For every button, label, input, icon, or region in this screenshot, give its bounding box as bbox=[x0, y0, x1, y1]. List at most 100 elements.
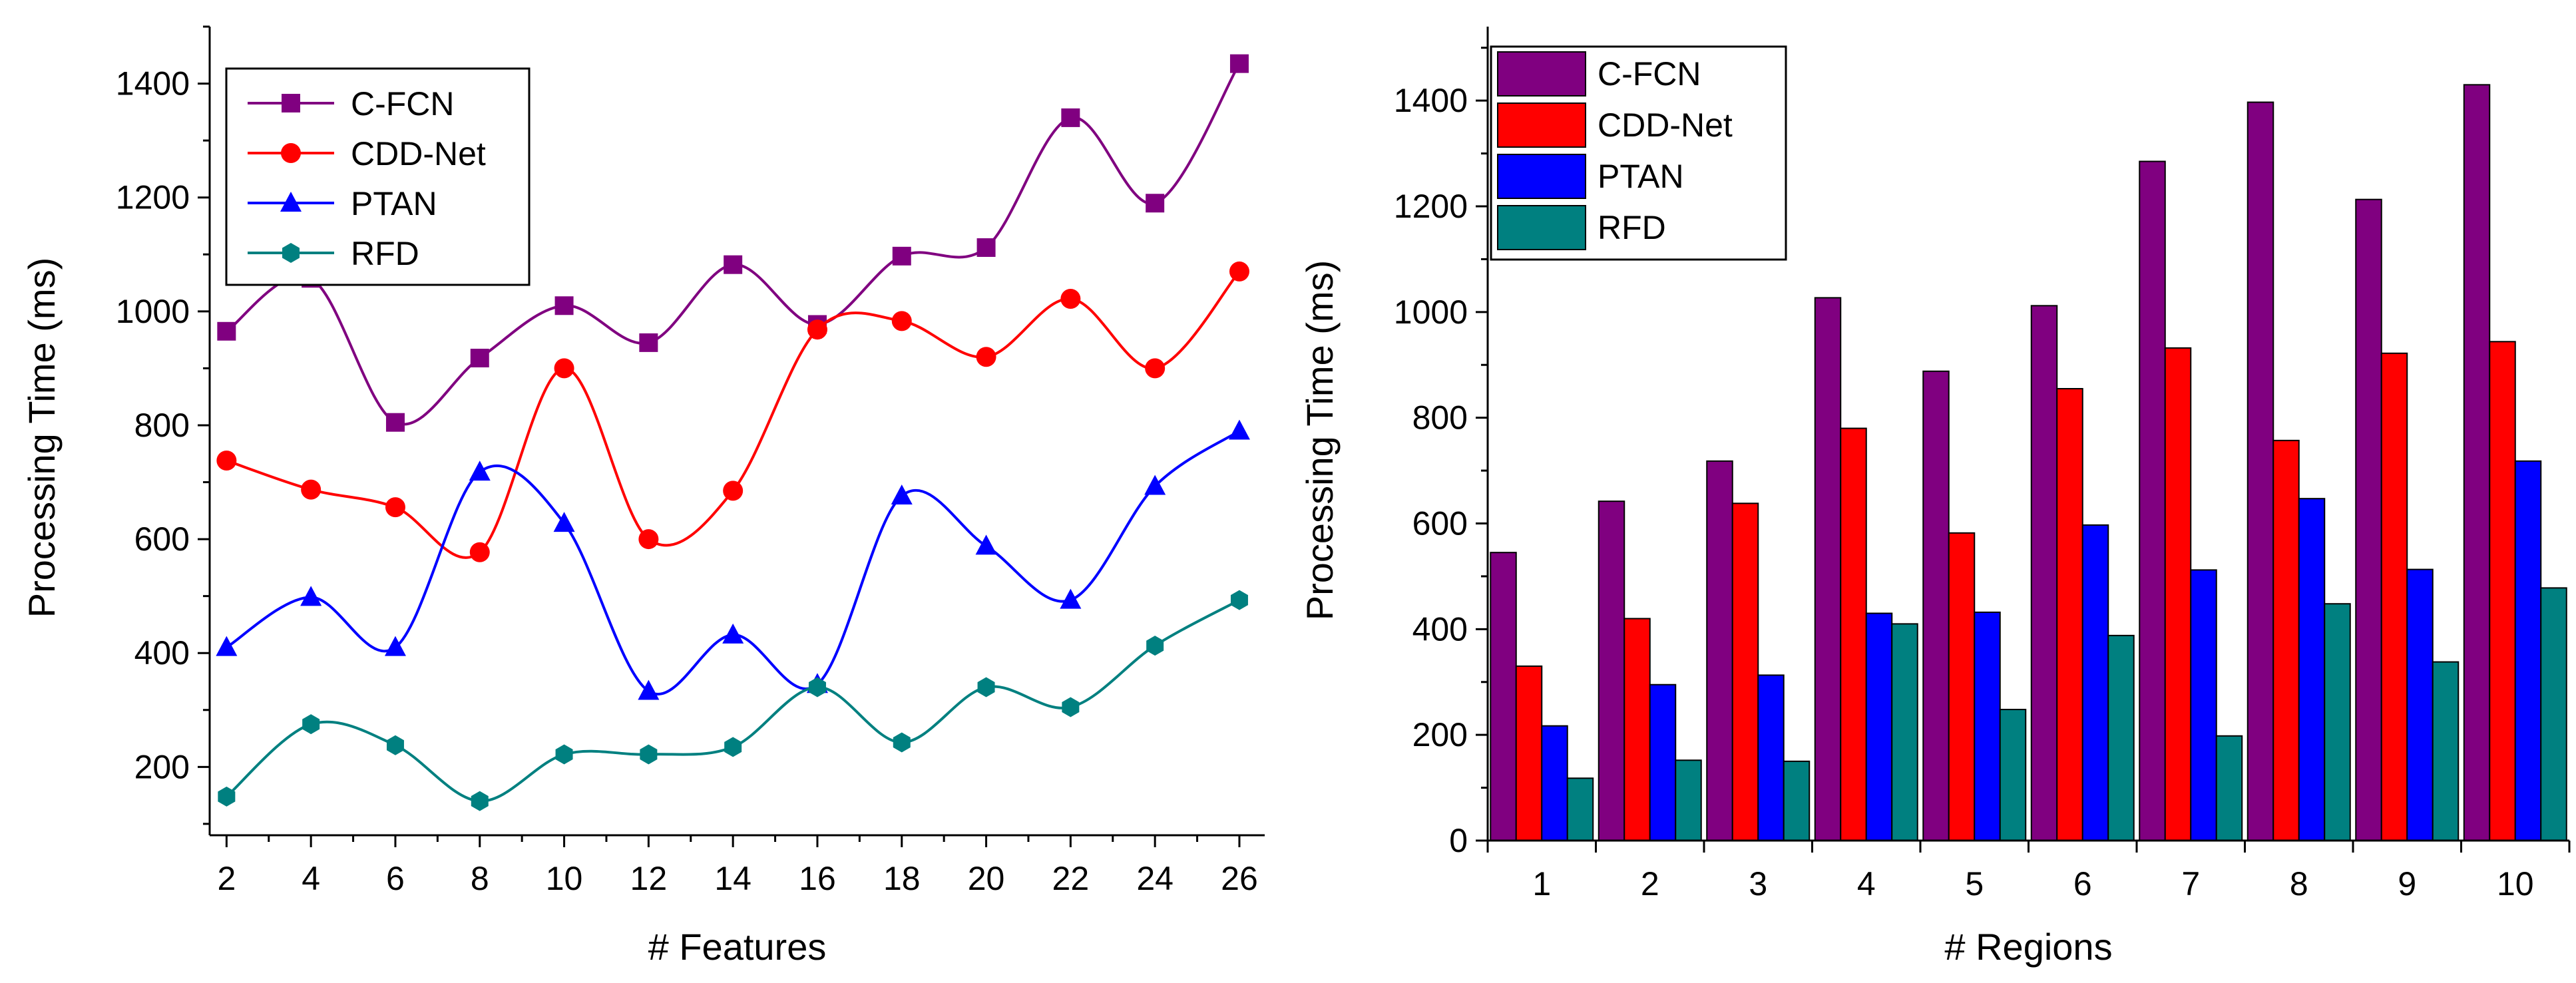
right-y-tick-label: 800 bbox=[1412, 399, 1468, 437]
legend-item-ptan: PTAN bbox=[1497, 154, 1684, 199]
legend-marker bbox=[282, 243, 300, 263]
legend-item-c-fcn: C-FCN bbox=[1497, 51, 1701, 97]
left-x-tick-label: 6 bbox=[386, 860, 405, 897]
right-y-tick-label: 1200 bbox=[1394, 188, 1468, 225]
data-point bbox=[469, 461, 491, 481]
legend-item-c-fcn: C-FCN bbox=[248, 85, 455, 122]
right-x-tick-label: 3 bbox=[1749, 865, 1767, 902]
left-x-tick-label: 26 bbox=[1221, 860, 1258, 897]
left-x-tick-label: 2 bbox=[217, 860, 236, 897]
data-point bbox=[471, 791, 489, 811]
data-point bbox=[892, 246, 911, 266]
bar bbox=[1999, 709, 2027, 841]
series-line-cdd-net bbox=[226, 270, 1241, 559]
bar bbox=[2380, 352, 2408, 841]
data-point bbox=[1146, 194, 1165, 213]
data-point bbox=[808, 677, 826, 697]
bar bbox=[2056, 387, 2083, 841]
right-x-axis-title: # Regions bbox=[1944, 926, 2112, 968]
data-point bbox=[723, 481, 744, 501]
bar bbox=[1675, 759, 1702, 842]
bar bbox=[1649, 684, 1677, 841]
bar bbox=[1840, 427, 1867, 841]
data-point bbox=[1146, 636, 1164, 656]
data-point bbox=[555, 744, 573, 765]
series-rfd bbox=[218, 590, 1248, 811]
data-point bbox=[724, 737, 742, 757]
bar bbox=[1783, 760, 1811, 841]
left-y-tick-label: 1400 bbox=[116, 65, 190, 102]
left-x-tick-label: 18 bbox=[883, 860, 921, 897]
left-x-tick-label: 12 bbox=[630, 860, 668, 897]
data-point bbox=[722, 623, 744, 644]
bar bbox=[2324, 603, 2351, 842]
legend-label: RFD bbox=[1598, 209, 1666, 246]
bar bbox=[2406, 568, 2434, 841]
legend-marker bbox=[282, 94, 300, 112]
legend-label: PTAN bbox=[351, 185, 437, 222]
right-y-tick-label: 600 bbox=[1412, 505, 1468, 542]
bar bbox=[2355, 198, 2382, 841]
bar bbox=[1948, 532, 1976, 841]
data-point bbox=[384, 636, 406, 656]
bar bbox=[2514, 460, 2542, 841]
data-point bbox=[724, 255, 743, 274]
data-point bbox=[807, 319, 827, 340]
data-point bbox=[554, 296, 574, 315]
data-point bbox=[1060, 288, 1081, 309]
data-point bbox=[1060, 588, 1082, 609]
data-point bbox=[385, 413, 405, 432]
left-y-tick-label: 200 bbox=[134, 748, 190, 785]
right-x-tick-label: 4 bbox=[1857, 865, 1876, 902]
data-point bbox=[1145, 358, 1166, 379]
left-x-tick-label: 14 bbox=[714, 860, 751, 897]
right-y-tick-label: 1000 bbox=[1394, 294, 1468, 331]
data-point bbox=[976, 347, 996, 367]
data-point bbox=[385, 497, 405, 518]
bar bbox=[1515, 665, 1543, 842]
data-point bbox=[893, 732, 911, 753]
left-legend: C-FCN CDD-Net PTAN RFD bbox=[225, 67, 531, 286]
left-y-tick-label: 400 bbox=[134, 634, 190, 672]
bar bbox=[1541, 725, 1568, 842]
data-point bbox=[976, 238, 996, 257]
bar bbox=[1891, 623, 1918, 841]
left-x-tick-label: 8 bbox=[471, 860, 489, 897]
data-point bbox=[891, 485, 913, 505]
bar bbox=[2164, 347, 2192, 841]
data-point bbox=[891, 311, 912, 331]
bar bbox=[2540, 587, 2567, 841]
right-x-tick-label: 2 bbox=[1641, 865, 1659, 902]
left-y-tick-label: 600 bbox=[134, 520, 190, 558]
right-x-tick-label: 5 bbox=[1965, 865, 1984, 902]
bar bbox=[2081, 524, 2109, 842]
right-y-tick-label: 1400 bbox=[1394, 82, 1468, 119]
data-point bbox=[301, 479, 322, 500]
right-y-tick-label: 0 bbox=[1449, 822, 1468, 859]
legend-swatch bbox=[1497, 51, 1586, 97]
data-point bbox=[638, 680, 660, 700]
left-x-tick-label: 16 bbox=[799, 860, 836, 897]
data-point bbox=[1228, 419, 1250, 440]
data-point bbox=[218, 786, 236, 807]
bar bbox=[1490, 552, 1517, 841]
bar bbox=[1865, 612, 1893, 841]
legend-item-rfd: RFD bbox=[248, 235, 419, 272]
left-y-tick-label: 1000 bbox=[116, 293, 190, 330]
legend-item-rfd: RFD bbox=[1497, 205, 1666, 250]
right-y-axis-title: Processing Time (ms) bbox=[1299, 260, 1341, 620]
line-chart-features: 2 4 6 8 10 12 14 16 18 20 22 24 26200400600800100012… bbox=[21, 25, 1265, 968]
data-point bbox=[638, 529, 659, 550]
bar bbox=[1814, 297, 1842, 841]
bar bbox=[2272, 439, 2300, 841]
legend-swatch bbox=[1497, 205, 1586, 250]
data-point bbox=[554, 358, 574, 379]
bar bbox=[2030, 305, 2058, 842]
left-x-tick-label: 4 bbox=[302, 860, 320, 897]
left-y-tick-label: 800 bbox=[134, 407, 190, 444]
bar bbox=[2247, 101, 2274, 841]
right-x-tick-label: 8 bbox=[2290, 865, 2308, 902]
bar bbox=[1598, 500, 1625, 842]
series-cdd-net bbox=[216, 261, 1249, 562]
